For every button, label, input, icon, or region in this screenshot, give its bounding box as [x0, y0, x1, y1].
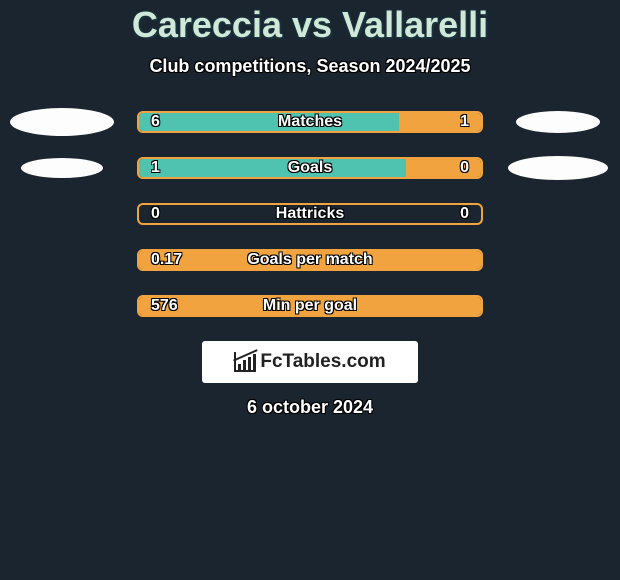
stat-row: 0 Hattricks 0	[0, 203, 620, 225]
oval-icon	[508, 156, 608, 180]
stat-right-value: 0	[460, 205, 469, 223]
stat-bar: 0.17 Goals per match	[137, 249, 483, 271]
stat-label: Goals per match	[247, 251, 372, 269]
oval-icon	[10, 108, 114, 136]
stat-bar: 0 Hattricks 0	[137, 203, 483, 225]
comparison-card: Careccia vs Vallarelli Club competitions…	[0, 0, 620, 580]
stat-left-value: 0	[151, 205, 160, 223]
stat-bar: 1 Goals 0	[137, 157, 483, 179]
stat-row: 1 Goals 0	[0, 157, 620, 179]
stat-bar-right-fill	[406, 159, 481, 177]
player-left-marker	[7, 108, 117, 136]
player-left-marker	[7, 158, 117, 178]
branding-label: FcTables.com	[260, 351, 385, 373]
stat-left-value: 1	[151, 159, 160, 177]
stats-container: 6 Matches 1 1 Goals 0 0 Hattricks 0 0.17 Goals per…	[0, 111, 620, 317]
player-right-marker	[503, 156, 613, 180]
stat-row: 6 Matches 1	[0, 111, 620, 133]
footer-date: 6 october 2024	[0, 397, 620, 418]
page-subtitle: Club competitions, Season 2024/2025	[0, 56, 620, 77]
stat-left-value: 6	[151, 113, 160, 131]
stat-bar-left-fill	[139, 113, 399, 131]
stat-bar: 576 Min per goal	[137, 295, 483, 317]
stat-bar: 6 Matches 1	[137, 111, 483, 133]
branding-box[interactable]: FcTables.com	[202, 341, 418, 383]
stat-row: 576 Min per goal	[0, 295, 620, 317]
player-right-marker	[503, 111, 613, 133]
stat-row: 0.17 Goals per match	[0, 249, 620, 271]
stat-left-value: 576	[151, 297, 178, 315]
stat-label: Min per goal	[263, 297, 357, 315]
stat-label: Hattricks	[276, 205, 344, 223]
stat-label: Goals	[288, 159, 332, 177]
page-title: Careccia vs Vallarelli	[0, 4, 620, 46]
stat-right-value: 1	[460, 113, 469, 131]
stat-bar-left-fill	[139, 159, 406, 177]
oval-icon	[516, 111, 600, 133]
stat-label: Matches	[278, 113, 342, 131]
stat-right-value: 0	[460, 159, 469, 177]
stat-left-value: 0.17	[151, 251, 182, 269]
oval-icon	[21, 158, 103, 178]
chart-icon	[234, 352, 256, 372]
